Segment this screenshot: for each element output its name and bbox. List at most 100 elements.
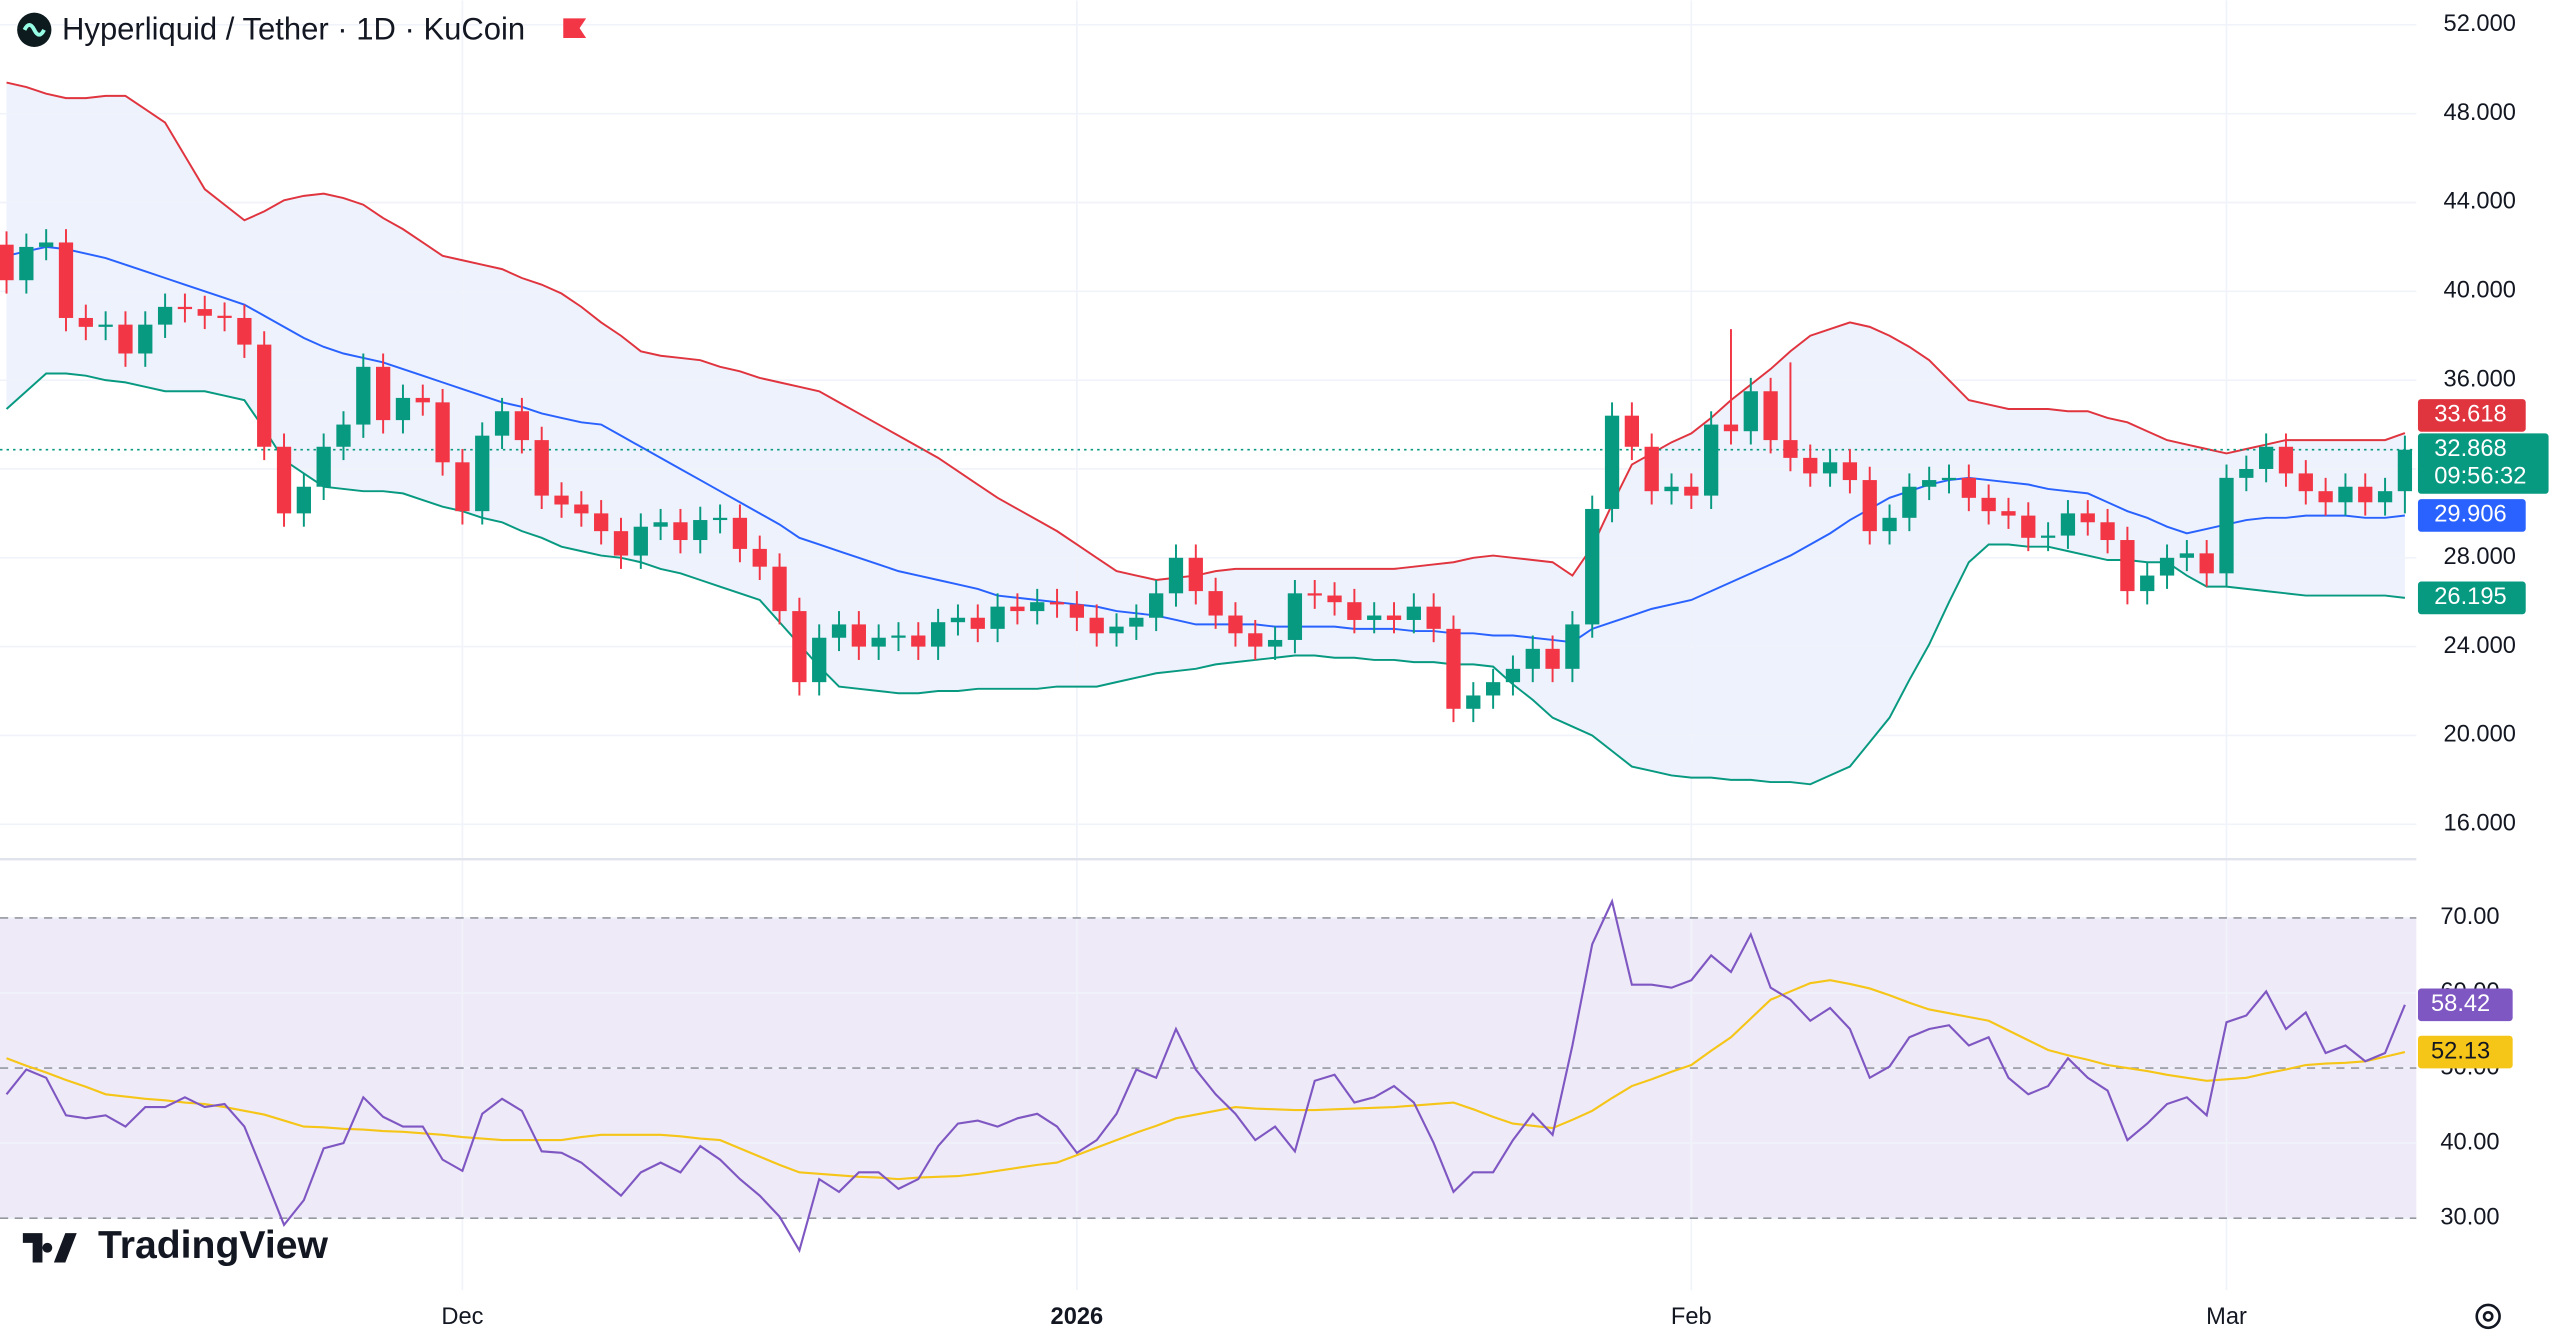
rsi-tick-label: 30.00 [2440,1204,2499,1230]
candle-body [2120,540,2135,592]
candle-body [950,617,966,623]
candle-body [1723,424,1739,432]
candle-body [2159,557,2175,576]
candle-body [257,344,272,447]
band-badge-label: 29.906 [2434,502,2506,528]
candle-body [1010,606,1025,612]
candle-body [1446,628,1461,709]
candle-body [2080,513,2095,523]
band-badge [2417,499,2526,532]
candle-body [1882,517,1897,532]
band-badge [2417,399,2526,432]
candle-body [39,242,54,247]
candle-body [2219,477,2234,574]
candle-body [554,495,569,505]
candle-body [1981,497,1996,512]
candle-body [217,315,232,318]
chart-title: Hyperliquid / Tether · 1D · KuCoin [62,12,525,47]
candle-body [1604,415,1620,509]
candle-body [1367,615,1382,620]
countdown-label: 09:56:32 [2434,464,2526,490]
candle-body [2001,511,2016,516]
candle-body [1585,508,1600,625]
y-tick-label: 36.000 [2444,366,2516,392]
candle-body [1485,682,1501,696]
candle-body [375,366,391,421]
rsi-badge [2417,988,2513,1022]
candle-body [1089,617,1104,634]
candle-body [237,317,252,345]
candle-body [78,317,93,327]
candle-body [1228,615,1243,634]
candle-body [1248,633,1263,647]
bollinger-fill [6,82,2405,785]
candle-body [1565,624,1580,669]
candle-body [276,446,292,514]
y-tick-label: 16.000 [2444,811,2516,837]
candle-body [475,435,490,512]
candle-body [455,462,470,512]
candle-body [1386,615,1402,620]
candle-body [2358,486,2373,503]
flag-icon[interactable] [563,18,587,38]
candle-body [415,397,430,403]
candle-body [1267,639,1283,647]
x-tick-label: Dec [441,1304,483,1330]
candle-body [1664,486,1679,492]
candle-body [1129,617,1144,627]
candle-body [1822,462,1838,474]
y-tick-label: 24.000 [2444,633,2516,659]
rsi-badge-label: 52.13 [2431,1038,2490,1064]
candle-body [296,486,311,514]
candle-body [138,324,153,354]
candle-body [2318,491,2333,503]
candle-body [851,624,866,647]
y-tick-label: 48.000 [2444,100,2516,126]
candle-body [58,242,74,318]
candle-body [1149,593,1164,618]
settings-gear[interactable] [2475,1303,2501,1330]
candle-body [1307,593,1322,596]
candle-body [1783,440,1798,458]
candle-body [2060,513,2076,536]
candle-body [1704,424,1719,496]
price-badge-label: 32.868 [2434,436,2506,462]
candle-body [1426,606,1441,629]
candle-body [613,531,629,556]
candle-body [911,635,926,647]
candle-body [2298,473,2313,492]
candle-body [2377,491,2393,503]
candle-body [1168,557,1184,594]
candle-body [1466,695,1481,709]
candle-body [1109,626,1124,634]
candle-body [990,606,1005,629]
candle-body [1545,648,1560,669]
y-tick-label: 52.000 [2444,11,2516,37]
candle-body [19,246,34,281]
candle-body [2338,486,2353,503]
candle-body [494,411,510,436]
settings-gear-hub[interactable] [2482,1310,2494,1322]
candle-body [1287,593,1303,640]
candle-body [1525,648,1540,669]
candle-body [1049,602,1065,605]
bollinger-line [6,81,2406,581]
candle-body [970,617,985,629]
symbol-logo-mark [22,23,46,37]
x-tick-label: 2026 [1051,1304,1104,1330]
candle-body [2239,468,2254,478]
candle-body [1842,462,1858,481]
candle-body [1208,591,1223,616]
settings-icon[interactable] [2475,1303,2501,1330]
y-tick-label: 28.000 [2444,544,2516,570]
rsi-tick-label: 70.00 [2440,904,2499,930]
tradingview-logo [22,1233,77,1263]
candle-body [1347,602,1362,620]
candle-body [2040,535,2056,538]
candle-body [2397,449,2413,492]
candle-body [752,548,767,567]
rsi-line [6,979,2406,1181]
candle-body [1069,604,1085,618]
candle-body [1406,606,1421,620]
